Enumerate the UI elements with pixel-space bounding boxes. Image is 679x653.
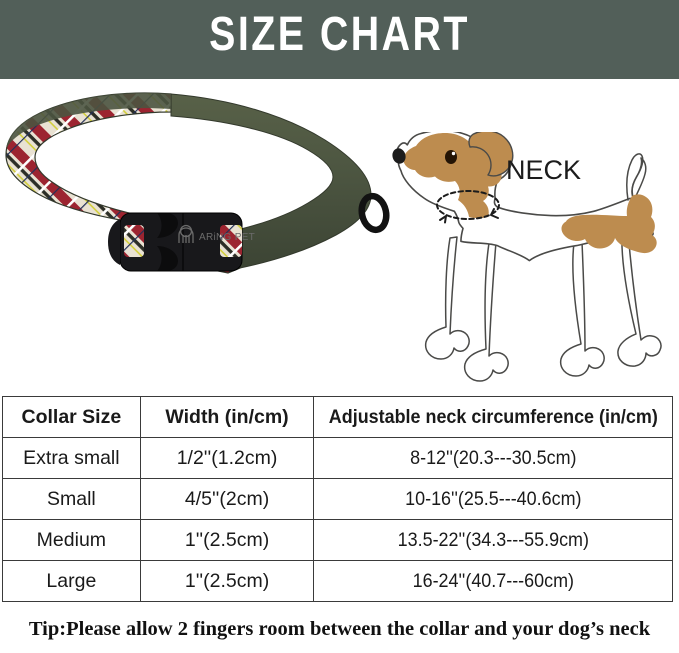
svg-text:ARiNG PET: ARiNG PET [199, 232, 255, 243]
svg-text:NECK: NECK [506, 155, 581, 185]
